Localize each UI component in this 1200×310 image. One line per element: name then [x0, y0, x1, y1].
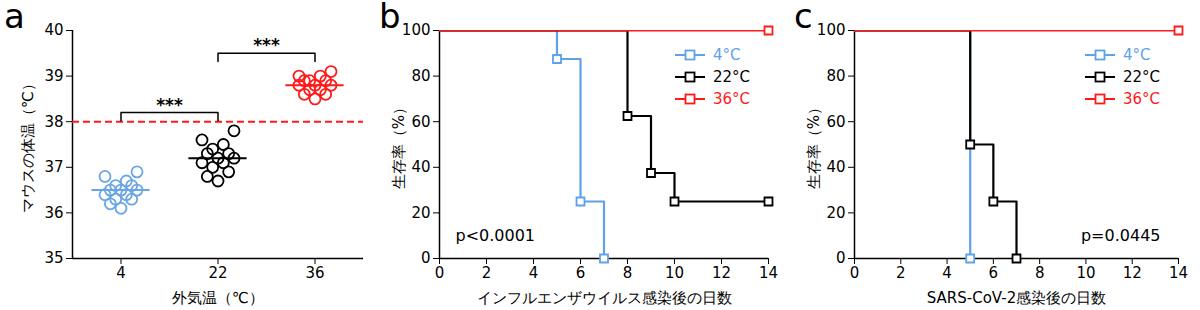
svg-text:生存率（%）: 生存率（%）	[390, 100, 408, 189]
svg-text:22: 22	[208, 264, 227, 282]
svg-text:6: 6	[989, 264, 999, 282]
svg-text:100: 100	[817, 21, 846, 39]
svg-text:35: 35	[44, 249, 63, 267]
svg-text:60: 60	[826, 113, 845, 131]
html-text:4°C: 4°C	[712, 46, 741, 64]
svg-text:4: 4	[529, 264, 539, 282]
svg-text:外気温（℃）: 外気温（℃）	[172, 289, 264, 307]
html-text:22°C: 22°C	[1122, 68, 1160, 86]
svg-text:8: 8	[1035, 264, 1045, 282]
svg-text:0: 0	[850, 264, 860, 282]
svg-text:14: 14	[759, 264, 778, 282]
svg-text:2: 2	[896, 264, 906, 282]
svg-text:14: 14	[1169, 264, 1188, 282]
svg-text:***: ***	[253, 35, 280, 55]
svg-text:40: 40	[44, 21, 63, 39]
svg-text:20: 20	[411, 204, 430, 222]
svg-text:p=0.0445: p=0.0445	[1081, 226, 1161, 245]
svg-text:4: 4	[116, 264, 126, 282]
svg-text:***: ***	[156, 95, 183, 115]
svg-text:12: 12	[712, 264, 731, 282]
svg-text:80: 80	[826, 67, 845, 85]
svg-text:p<0.0001: p<0.0001	[456, 226, 536, 245]
svg-text:10: 10	[1076, 264, 1095, 282]
svg-text:12: 12	[1123, 264, 1142, 282]
svg-text:2: 2	[482, 264, 492, 282]
svg-text:20: 20	[826, 204, 845, 222]
svg-text:60: 60	[411, 113, 430, 131]
html-text:4°C: 4°C	[1122, 46, 1151, 64]
svg-text:36: 36	[44, 204, 63, 222]
svg-text:10: 10	[665, 264, 684, 282]
svg-text:36: 36	[305, 264, 324, 282]
html-text:22°C: 22°C	[712, 68, 750, 86]
html-text:36°C: 36°C	[1122, 90, 1160, 108]
svg-text:0: 0	[836, 249, 846, 267]
svg-text:8: 8	[623, 264, 633, 282]
svg-text:100: 100	[402, 21, 431, 39]
svg-text:インフルエンザウイルス感染後の日数: インフルエンザウイルス感染後の日数	[477, 289, 732, 307]
svg-text:38: 38	[44, 113, 63, 131]
svg-text:0: 0	[421, 249, 431, 267]
svg-text:37: 37	[44, 158, 63, 176]
svg-text:マウスの体温（℃）: マウスの体温（℃）	[19, 76, 37, 213]
svg-text:40: 40	[826, 158, 845, 176]
svg-text:生存率（%）: 生存率（%）	[805, 100, 823, 189]
svg-text:80: 80	[411, 67, 430, 85]
svg-text:4: 4	[942, 264, 952, 282]
svg-text:40: 40	[411, 158, 430, 176]
svg-text:0: 0	[435, 264, 445, 282]
svg-text:SARS-CoV-2感染後の日数: SARS-CoV-2感染後の日数	[927, 289, 1106, 307]
svg-text:39: 39	[44, 67, 63, 85]
html-text:36°C: 36°C	[712, 90, 750, 108]
svg-text:6: 6	[576, 264, 586, 282]
